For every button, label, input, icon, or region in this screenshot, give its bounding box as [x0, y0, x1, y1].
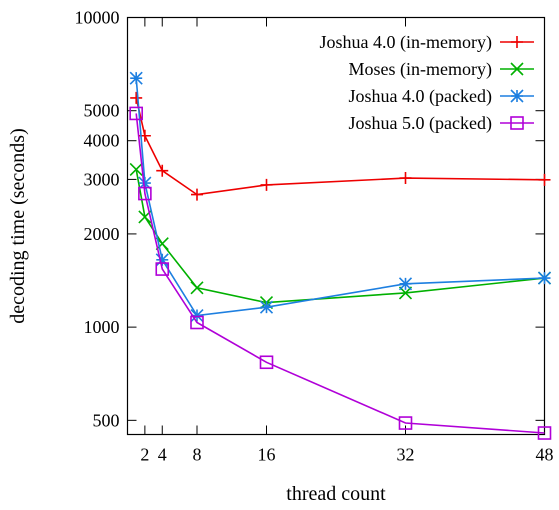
legend-label: Joshua 4.0 (packed)	[349, 86, 492, 107]
y-axis-label: decoding time (seconds)	[7, 128, 29, 324]
legend-entry: Joshua 5.0 (packed)	[349, 113, 534, 134]
data-point	[260, 178, 273, 191]
y-tick-label: 3000	[84, 169, 120, 189]
x-tick-label: 32	[397, 445, 415, 465]
x-tick-label: 48	[536, 445, 554, 465]
data-point	[259, 355, 274, 370]
y-tick-label: 4000	[84, 131, 120, 151]
data-point	[190, 315, 204, 330]
series-line	[135, 113, 545, 434]
data-point	[190, 281, 204, 295]
x-tick-label: 16	[258, 445, 276, 465]
data-point	[510, 116, 524, 130]
legend-label: Joshua 5.0 (packed)	[349, 113, 492, 134]
data-point	[511, 36, 523, 48]
legend-entry: Joshua 4.0 (packed)	[349, 86, 534, 107]
series-square	[129, 106, 552, 440]
y-tick-label: 10000	[75, 8, 120, 28]
y-tick-label: 500	[93, 410, 120, 430]
x-tick-label: 2	[140, 445, 149, 465]
data-point	[155, 253, 169, 267]
data-point	[259, 300, 274, 314]
x-tick-label: 8	[193, 445, 202, 465]
series-layer	[129, 71, 552, 440]
data-point	[398, 277, 413, 291]
x-axis-label: thread count	[286, 483, 386, 505]
data-point	[138, 186, 152, 201]
data-point	[130, 91, 143, 104]
data-point	[129, 106, 143, 121]
data-point	[155, 262, 170, 276]
data-point	[190, 308, 204, 323]
data-point	[538, 173, 551, 186]
y-tick-label: 5000	[84, 101, 120, 121]
data-point	[510, 62, 524, 76]
data-point	[510, 89, 524, 103]
data-point	[537, 426, 552, 440]
data-point	[138, 176, 152, 190]
legend: Joshua 4.0 (in-memory) Moses (in-memory) J…	[320, 32, 534, 134]
y-tick-label: 1000	[84, 317, 120, 337]
data-point	[129, 162, 143, 177]
data-point	[156, 164, 169, 177]
x-tick-label: 4	[158, 445, 167, 465]
series-plus	[130, 91, 551, 201]
series-asterisk	[129, 71, 552, 323]
legend-label: Joshua 4.0 (in-memory)	[320, 32, 492, 53]
series-x	[129, 162, 552, 310]
legend-entry: Joshua 4.0 (in-memory)	[320, 32, 534, 53]
data-point	[399, 172, 412, 185]
plot-frame	[126, 16, 546, 436]
legend-label: Moses (in-memory)	[349, 59, 492, 80]
y-tick-label: 2000	[84, 224, 120, 244]
data-point	[191, 188, 203, 201]
data-point	[537, 271, 552, 285]
data-point	[398, 416, 413, 430]
data-point	[129, 71, 143, 85]
legend-entry: Moses (in-memory)	[349, 59, 534, 80]
